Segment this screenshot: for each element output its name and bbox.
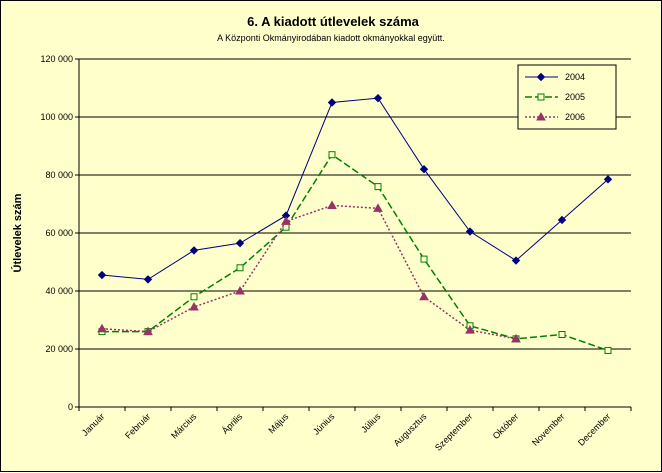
data-point xyxy=(465,325,475,334)
data-point xyxy=(420,255,428,263)
data-point xyxy=(327,98,337,107)
data-point xyxy=(373,93,383,103)
series-line xyxy=(101,204,517,340)
data-point xyxy=(189,246,199,255)
legend-label: 2006 xyxy=(565,112,585,122)
legend-label: 2004 xyxy=(565,72,585,82)
series-line xyxy=(101,97,609,280)
x-tick-label: Október xyxy=(491,411,521,441)
x-tick-label: Augusztus xyxy=(392,411,429,448)
axes xyxy=(78,59,632,411)
data-point xyxy=(327,200,337,209)
y-tick-label: 40 000 xyxy=(45,286,73,296)
chart-subtitle: A Központi Okmányirodában kiadott okmány… xyxy=(217,33,445,43)
data-point xyxy=(557,215,567,225)
y-tick-label: 20 000 xyxy=(45,344,73,354)
data-point xyxy=(236,264,244,272)
data-point xyxy=(374,183,382,191)
data-point xyxy=(419,164,429,174)
data-point xyxy=(536,111,546,121)
x-tick-label: Február xyxy=(123,411,152,440)
y-tick-label: 80 000 xyxy=(45,170,73,180)
data-point xyxy=(190,293,198,301)
data-point xyxy=(603,175,613,184)
data-point xyxy=(604,346,612,354)
chart-title: 6. A kiadott útlevelek száma xyxy=(247,14,419,29)
series-line xyxy=(102,153,609,352)
data-point xyxy=(328,151,336,159)
data-point xyxy=(235,285,245,295)
legend-entry: 2004 xyxy=(525,72,585,82)
data-point xyxy=(465,227,475,236)
legend: 2004 2005 2006 xyxy=(517,64,617,130)
series-2006 xyxy=(97,200,521,343)
y-axis-label: Útlevelek szám xyxy=(11,193,24,272)
y-tick-label: 60 000 xyxy=(45,228,73,238)
legend-label: 2005 xyxy=(565,92,585,102)
series-layer xyxy=(97,93,613,354)
x-tick-label: Július xyxy=(359,411,383,435)
data-point xyxy=(511,256,521,265)
data-point xyxy=(419,291,429,301)
y-tick-label: 120 000 xyxy=(40,54,73,64)
data-point xyxy=(536,72,546,82)
y-tick-label: 100 000 xyxy=(40,112,73,122)
data-point xyxy=(281,216,291,225)
data-point xyxy=(373,203,383,212)
legend-entry: 2005 xyxy=(525,92,585,102)
x-tick-label: Szeptember xyxy=(433,411,474,452)
x-tick-label: Június xyxy=(311,411,337,437)
x-tick-labels: Január Február Március Április Május Június Jú… xyxy=(80,411,613,453)
data-point xyxy=(97,270,107,280)
data-point xyxy=(558,331,566,338)
series-2005 xyxy=(98,151,612,354)
x-tick-label: November xyxy=(530,411,566,447)
x-tick-label: Március xyxy=(169,411,199,441)
data-point xyxy=(511,333,521,343)
y-tick-label: 0 xyxy=(68,402,73,412)
data-point xyxy=(537,93,545,101)
legend-box xyxy=(517,64,617,130)
data-point xyxy=(143,326,153,336)
y-tick-labels: 0 20 000 40 000 60 000 80 000 100 000 120 000 xyxy=(40,54,73,412)
data-point xyxy=(235,238,245,248)
data-point xyxy=(143,275,153,284)
x-tick-label: Május xyxy=(266,411,290,435)
legend-entry: 2006 xyxy=(525,111,585,122)
data-point xyxy=(97,323,107,333)
data-point xyxy=(282,223,290,231)
x-tick-label: Január xyxy=(80,411,107,438)
x-tick-label: December xyxy=(576,411,612,447)
data-point xyxy=(189,301,199,311)
x-tick-label: Április xyxy=(220,411,245,436)
